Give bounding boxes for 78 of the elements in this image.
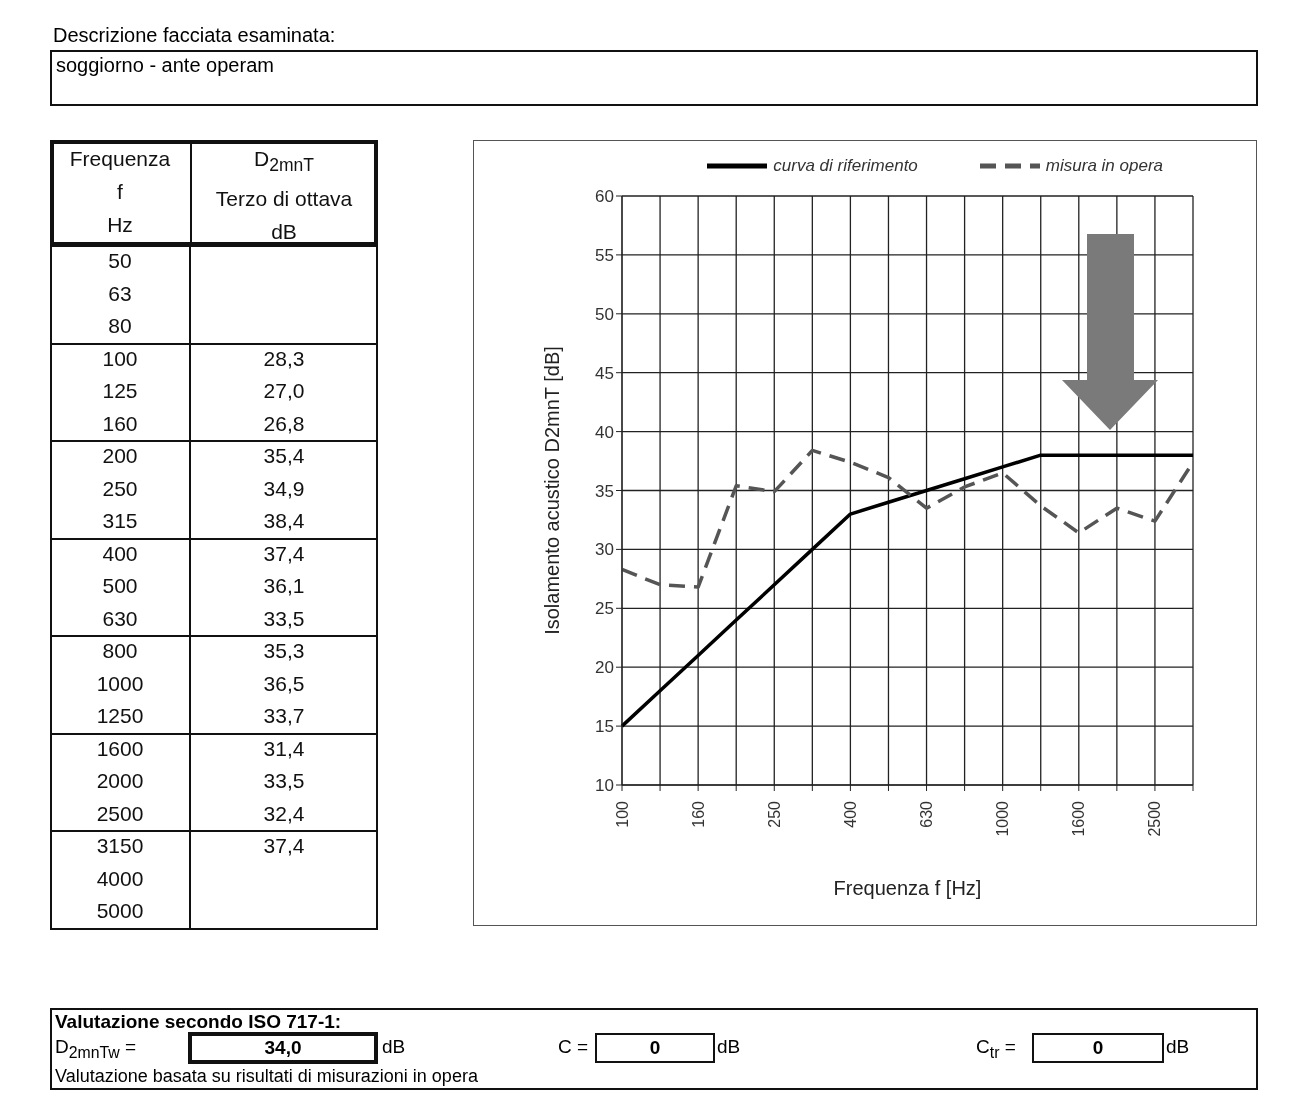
y-tick-label: 60 (595, 187, 614, 207)
text: 500 (101, 573, 139, 599)
text: 37,4 (262, 540, 306, 567)
y-tick-label: 30 (595, 540, 614, 560)
text: 37,4 (262, 833, 306, 859)
text: 26,8 (262, 410, 306, 437)
text: 80 (107, 313, 133, 339)
text: 160 (101, 410, 139, 437)
text: 33,7 (262, 703, 306, 729)
y-tick-label: 35 (595, 481, 614, 501)
text: C$_{tr}$ = (976, 1036, 1016, 1061)
text: 50 (107, 248, 133, 274)
text: 250 (101, 475, 139, 502)
y-tick-label: 40 (595, 422, 614, 442)
y-axis-title: Isolamento acustico D2mnT [dB] (541, 346, 564, 635)
text: 31,4 (262, 735, 306, 762)
text: 4000 (95, 865, 145, 892)
text: 400 (101, 540, 139, 567)
text: D$_{2mnTw}$ = (55, 1036, 137, 1061)
text: 125 (101, 378, 139, 404)
text: Descrizione facciata esaminata: (53, 24, 336, 46)
y-tick-label: 50 (595, 304, 614, 324)
x-axis-title: Frequenza f [Hz] (833, 877, 982, 899)
text: 63 (107, 280, 133, 307)
x-tick-label: 160 (689, 800, 707, 828)
text: 27,0 (262, 378, 306, 404)
x-tick-label: 250 (765, 800, 783, 828)
text: dB (271, 220, 297, 244)
text: 315 (101, 508, 139, 534)
y-tick-label: 20 (595, 658, 614, 678)
text: 5000 (95, 898, 145, 924)
text: Valutazione basata su risultati di misurazioni in opera (55, 1066, 478, 1086)
text: Hz (107, 213, 133, 236)
text: 1250 (95, 703, 145, 729)
text: 0 (1092, 1037, 1104, 1058)
text: 36,5 (262, 670, 306, 697)
x-tick-label: 1000 (994, 800, 1012, 837)
text: 35,4 (262, 443, 306, 469)
text: dB (382, 1036, 406, 1057)
legend-label: misura in opera (1045, 156, 1163, 176)
text: 3150 (95, 833, 145, 859)
text: 100 (101, 345, 139, 372)
y-tick-label: 25 (595, 599, 614, 619)
text: 28,3 (262, 345, 306, 372)
x-tick-label: 630 (918, 800, 936, 828)
text: 800 (101, 638, 139, 664)
text: 33,5 (262, 605, 306, 632)
text: 34,9 (262, 475, 306, 502)
text: 35,3 (262, 638, 306, 664)
x-tick-label: 2500 (1146, 800, 1164, 837)
legend-label: curva di riferimento (773, 156, 918, 176)
text: 200 (101, 443, 139, 469)
text: 32,4 (262, 800, 306, 827)
y-tick-label: 45 (595, 363, 614, 383)
text: 33,5 (262, 768, 306, 794)
text: 0 (649, 1037, 661, 1058)
text: 34,0 (264, 1037, 302, 1058)
x-tick-label: 1600 (1070, 800, 1088, 837)
text: dB (1166, 1036, 1190, 1057)
text: 36,1 (262, 573, 306, 599)
text: C = (558, 1036, 589, 1057)
text: 2000 (95, 768, 145, 794)
text: 1000 (95, 670, 145, 697)
text: f (117, 180, 123, 203)
y-tick-label: 10 (595, 776, 614, 796)
text: D$_{2mnT}$ (254, 147, 314, 176)
x-tick-label: 400 (841, 800, 859, 828)
text: 630 (101, 605, 139, 632)
text: soggiorno - ante operam (56, 54, 274, 76)
y-tick-label: 55 (595, 245, 614, 265)
text: 1600 (95, 735, 145, 762)
x-tick-label: 100 (613, 800, 631, 828)
text: Frequenza (69, 147, 171, 170)
text: 38,4 (262, 508, 306, 534)
text: Valutazione secondo ISO 717-1: (55, 1011, 342, 1032)
text: Terzo di ottava (215, 187, 353, 211)
y-tick-label: 15 (595, 717, 614, 737)
text: dB (717, 1036, 741, 1057)
